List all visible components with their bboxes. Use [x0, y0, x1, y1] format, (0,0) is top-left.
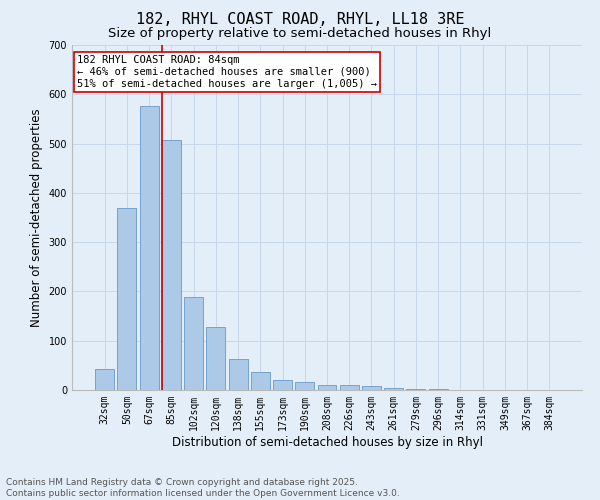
- Bar: [229, 360, 248, 390]
- Bar: [429, 389, 448, 390]
- Bar: [295, 382, 314, 390]
- Bar: [206, 328, 225, 390]
- Text: Size of property relative to semi-detached houses in Rhyl: Size of property relative to semi-detach…: [109, 28, 491, 40]
- Bar: [162, 140, 181, 390]
- Bar: [340, 385, 359, 390]
- Bar: [317, 384, 337, 390]
- Bar: [184, 298, 203, 390]
- Bar: [118, 208, 136, 390]
- Bar: [406, 388, 425, 390]
- Text: Contains HM Land Registry data © Crown copyright and database right 2025.
Contai: Contains HM Land Registry data © Crown c…: [6, 478, 400, 498]
- Text: 182, RHYL COAST ROAD, RHYL, LL18 3RE: 182, RHYL COAST ROAD, RHYL, LL18 3RE: [136, 12, 464, 28]
- X-axis label: Distribution of semi-detached houses by size in Rhyl: Distribution of semi-detached houses by …: [172, 436, 482, 448]
- Bar: [251, 372, 270, 390]
- Bar: [384, 388, 403, 390]
- Bar: [273, 380, 292, 390]
- Bar: [95, 369, 114, 390]
- Bar: [362, 386, 381, 390]
- Bar: [140, 106, 158, 390]
- Text: 182 RHYL COAST ROAD: 84sqm
← 46% of semi-detached houses are smaller (900)
51% o: 182 RHYL COAST ROAD: 84sqm ← 46% of semi…: [77, 56, 377, 88]
- Y-axis label: Number of semi-detached properties: Number of semi-detached properties: [30, 108, 43, 327]
